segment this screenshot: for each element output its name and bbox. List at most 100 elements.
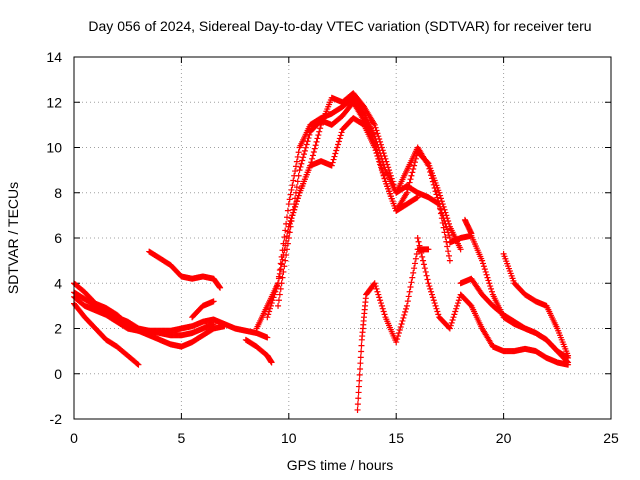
data-point [310, 149, 317, 156]
x-tick-label: 15 [388, 430, 404, 446]
data-point [275, 302, 282, 309]
data-point [335, 141, 342, 148]
y-tick-label: 4 [54, 275, 62, 291]
data-point [278, 280, 285, 287]
data-point [394, 336, 401, 343]
data-point [439, 212, 446, 219]
data-point [445, 229, 452, 236]
data-point [403, 189, 410, 196]
data-point [377, 162, 384, 169]
data-point [398, 320, 405, 327]
data-point [488, 285, 495, 292]
data-point [431, 185, 438, 192]
data-point [354, 406, 361, 413]
data-point [376, 136, 383, 143]
data-point [419, 253, 426, 260]
data-point [282, 227, 289, 234]
data-point [294, 178, 301, 185]
data-point [269, 297, 276, 304]
data-point [485, 277, 492, 284]
data-point [488, 288, 495, 295]
data-point [293, 184, 300, 191]
data-point [430, 297, 437, 304]
data-point [355, 383, 362, 390]
data-point [285, 235, 292, 241]
data-point [428, 288, 435, 295]
data-point [264, 334, 271, 341]
data-point [386, 167, 393, 174]
data-point [429, 178, 436, 185]
data-point [210, 298, 217, 305]
data-point [407, 176, 414, 183]
y-tick-label: -2 [50, 411, 63, 427]
data-point [296, 167, 303, 174]
data-point [288, 215, 295, 222]
data-point [379, 147, 386, 154]
data-point [377, 300, 384, 307]
data-point [277, 266, 284, 273]
data-point [480, 263, 487, 270]
data-point [313, 138, 320, 145]
data-point [411, 265, 418, 272]
data-point [375, 152, 382, 159]
data-point [332, 150, 339, 157]
data-point [270, 294, 277, 301]
data-point [430, 181, 437, 188]
data-point [285, 201, 292, 208]
data-point [565, 352, 572, 359]
data-point [446, 325, 453, 332]
data-point [358, 348, 365, 355]
data-point [371, 280, 378, 287]
x-tick-label: 20 [496, 430, 512, 446]
data-point [334, 144, 341, 151]
data-point [409, 274, 416, 281]
data-point [413, 251, 420, 258]
data-point [435, 311, 442, 318]
series-arc-m [414, 235, 572, 368]
data-point [378, 302, 385, 309]
data-point [425, 246, 432, 253]
data-point [371, 139, 378, 146]
data-point [264, 314, 271, 321]
data-point [331, 153, 338, 160]
data-point [287, 191, 294, 198]
data-point [308, 159, 315, 166]
data-point [455, 297, 462, 304]
data-point [374, 149, 381, 156]
x-tick-label: 25 [603, 430, 619, 446]
data-point [376, 294, 383, 301]
data-point [421, 265, 428, 272]
data-point [276, 291, 283, 298]
data-point [454, 302, 461, 309]
data-point [440, 215, 447, 222]
data-point [330, 156, 337, 163]
data-point [448, 319, 455, 326]
y-tick-label: 10 [46, 140, 62, 156]
series-arc-l [354, 246, 432, 413]
plot-frame [73, 56, 612, 420]
data-point [374, 130, 381, 137]
data-point [295, 192, 302, 199]
x-axis-label: GPS time / hours [287, 457, 394, 473]
data-point [283, 251, 290, 258]
data-point [295, 149, 302, 156]
data-point [285, 223, 292, 230]
data-point [480, 260, 487, 267]
data-point [358, 342, 365, 349]
data-point [371, 121, 378, 128]
data-point [307, 162, 314, 169]
data-point [284, 214, 291, 221]
data-point [372, 124, 379, 131]
data-point [468, 230, 475, 237]
data-point [372, 143, 379, 150]
data-point [271, 291, 278, 298]
data-point [454, 300, 461, 307]
data-point [423, 272, 430, 279]
data-point [284, 246, 291, 253]
data-marks [71, 90, 572, 413]
data-point [388, 175, 395, 182]
data-point [452, 308, 459, 315]
chart-title: Day 056 of 2024, Sidereal Day-to-day VTE… [88, 18, 591, 34]
data-point [287, 218, 294, 225]
